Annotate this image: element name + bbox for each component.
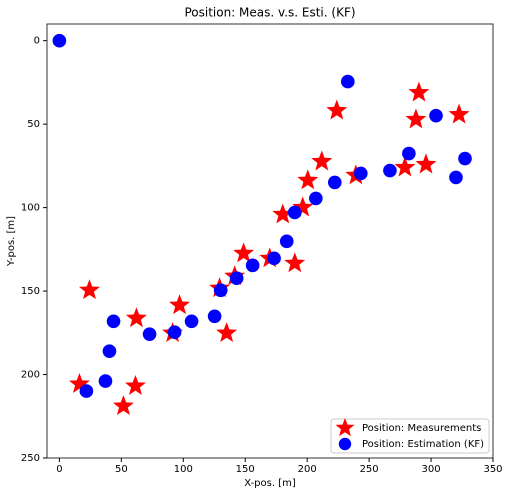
x-tick-label: 350 (483, 464, 502, 475)
star-marker (233, 242, 255, 263)
plot-frame (46, 23, 494, 459)
x-tick-label: 250 (360, 464, 379, 475)
star-marker (326, 99, 348, 120)
star-marker (169, 294, 191, 315)
circle-marker (402, 146, 416, 161)
star-marker (125, 307, 147, 328)
chart-title: Position: Meas. v.s. Esti. (KF) (184, 6, 355, 20)
star-marker (311, 150, 333, 171)
y-tick-label: 100 (21, 203, 40, 214)
y-tick-label: 0 (34, 36, 40, 47)
star-marker (335, 418, 355, 437)
circle-marker (106, 314, 121, 329)
y-tick-label: 150 (21, 286, 40, 297)
circle-marker (309, 191, 323, 206)
circle-marker (449, 170, 463, 185)
x-tick-label: 0 (56, 464, 62, 475)
circle-marker (353, 166, 368, 181)
star-marker (394, 156, 416, 177)
circle-marker (52, 33, 67, 48)
star-marker (408, 81, 430, 102)
star-marker (297, 169, 319, 190)
star-marker (79, 279, 100, 300)
circle-marker (279, 234, 294, 249)
star-marker (405, 108, 427, 129)
circle-marker (142, 327, 157, 341)
star-marker (292, 196, 314, 217)
circle-marker (383, 163, 397, 178)
circle-marker (213, 283, 228, 298)
star-marker (125, 375, 146, 395)
legend-label: Position: Measurements (362, 423, 481, 434)
x-tick-label: 100 (174, 464, 193, 475)
circle-marker (267, 251, 281, 266)
circle-marker (167, 325, 182, 339)
star-marker (415, 153, 437, 174)
x-tick-label: 150 (236, 464, 255, 475)
x-axis-label: X-pos. [m] (244, 478, 296, 489)
x-tick-label: 300 (422, 464, 441, 475)
star-marker (272, 203, 294, 224)
circle-marker (184, 314, 199, 329)
x-tick-label: 50 (115, 464, 128, 475)
y-axis-label: Y-pos. [m] (6, 216, 17, 267)
circle-marker (458, 151, 472, 166)
circle-marker (327, 175, 342, 190)
y-tick-label: 200 (21, 370, 40, 381)
circle-marker (429, 108, 443, 123)
star-marker (69, 373, 90, 393)
circle-marker (79, 384, 94, 398)
star-marker (448, 103, 470, 124)
x-tick-label: 200 (298, 464, 317, 475)
circle-marker (207, 309, 222, 324)
circle-marker (340, 74, 355, 89)
star-marker (112, 395, 134, 415)
star-marker (216, 322, 238, 343)
y-tick-label: 250 (21, 453, 40, 464)
star-marker (284, 252, 306, 273)
circle-marker (229, 271, 244, 286)
legend-label: Position: Estimation (KF) (362, 439, 484, 450)
circle-marker (245, 258, 260, 273)
circle-marker (98, 374, 113, 388)
circle-marker (102, 344, 117, 358)
circle-marker (338, 437, 352, 451)
y-tick-label: 50 (27, 119, 40, 130)
legend: Position: Measurements Position: Estimati… (330, 418, 490, 454)
legend-box (330, 418, 490, 454)
circle-marker (287, 205, 302, 220)
